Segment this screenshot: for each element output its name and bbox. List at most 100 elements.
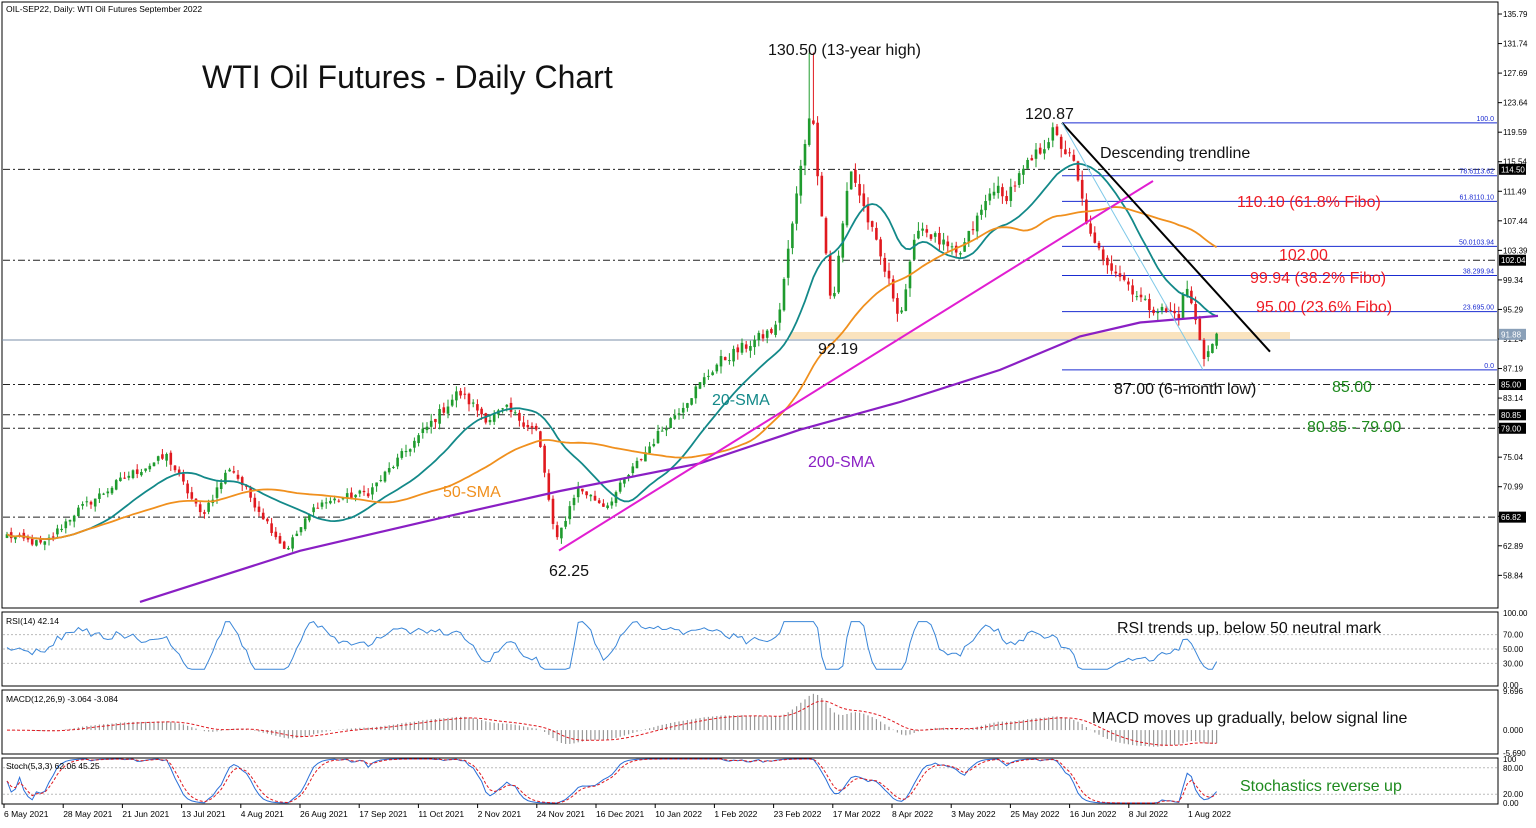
candle-body <box>488 420 492 423</box>
candle-body <box>1131 285 1134 295</box>
candle-body <box>303 518 307 530</box>
candle-body <box>984 201 987 211</box>
candle-body <box>950 246 954 248</box>
candle-body <box>299 527 303 533</box>
x-tick-label: 11 Oct 2021 <box>418 809 464 819</box>
candle-body <box>665 428 668 431</box>
candle-body <box>959 253 962 255</box>
candle-body <box>828 255 832 296</box>
macd-title: MACD(12,26,9) -3.064 -3.084 <box>6 694 118 704</box>
sma-50-line <box>6 206 1218 541</box>
candle-body <box>135 469 139 474</box>
candle-body <box>484 413 488 423</box>
candle-body <box>572 497 576 506</box>
candle-body <box>967 230 971 242</box>
fib-level-label: 38.299.94 <box>1463 269 1494 276</box>
candle-body <box>539 431 542 447</box>
x-tick-label: 16 Jun 2022 <box>1070 809 1117 819</box>
y-tick-label: 62.89 <box>1503 542 1524 551</box>
candle-body <box>795 193 798 224</box>
candle-body <box>429 420 433 427</box>
candle-body <box>1114 271 1118 274</box>
candle-body <box>1055 126 1059 136</box>
candle-body <box>543 445 546 473</box>
resistance-zone <box>790 332 1290 339</box>
candle-body <box>459 390 462 396</box>
candle-body <box>879 239 882 257</box>
macd-y-label: -5.690 <box>1503 749 1526 758</box>
stoch-y-label: 80.00 <box>1503 764 1524 773</box>
candle-body <box>98 493 101 499</box>
stoch-y-label: 100 <box>1503 755 1517 764</box>
candle-body <box>757 332 761 341</box>
candle-body <box>366 493 370 497</box>
candle-body <box>257 506 261 512</box>
candle-body <box>875 227 878 240</box>
candle-body <box>925 229 929 233</box>
candle-body <box>64 521 68 529</box>
candle-body <box>396 457 399 467</box>
candle-body <box>316 507 320 509</box>
candle-body <box>77 507 80 517</box>
candle-body <box>530 426 534 428</box>
candle-body <box>173 465 177 471</box>
candlesticks <box>5 52 1218 552</box>
candle-body <box>1043 149 1046 154</box>
candle-body <box>1194 303 1197 321</box>
candle-body <box>1013 185 1017 187</box>
fib-level-label: 50.0103.94 <box>1459 239 1494 246</box>
horizontal-levels <box>3 168 1497 518</box>
price-tag <box>1499 328 1526 340</box>
annotation-13-year-high: 130.50 (13-year high) <box>768 42 921 59</box>
candle-body <box>946 241 950 247</box>
candle-body <box>929 234 933 239</box>
candle-body <box>719 356 723 367</box>
annotation-62-25: 62.25 <box>549 563 589 580</box>
rsi-title: RSI(14) 42.14 <box>6 616 59 626</box>
candle-body <box>509 402 513 412</box>
label-20-sma: 20-SMA <box>712 392 770 409</box>
candle-body <box>392 466 395 468</box>
y-tick-label: 111.49 <box>1503 187 1527 196</box>
candle-body <box>119 477 122 482</box>
candle-body <box>639 459 643 461</box>
candle-body <box>1005 196 1008 202</box>
candle-body <box>786 248 790 278</box>
candle-body <box>971 229 975 231</box>
candle-body <box>51 536 55 538</box>
candle-body <box>1059 136 1063 149</box>
candle-body <box>564 520 567 527</box>
candle-body <box>589 494 593 497</box>
candle-body <box>723 357 727 361</box>
fib-anchor-line <box>1061 122 1204 371</box>
candle-body <box>287 547 290 550</box>
candle-body <box>324 502 328 504</box>
candle-body <box>270 523 273 533</box>
candle-body <box>26 537 30 540</box>
stoch-y-label: 0.00 <box>1503 799 1519 808</box>
candle-body <box>43 541 47 545</box>
candle-body <box>963 242 966 252</box>
candle-body <box>291 537 294 549</box>
callout-80-85-79: 80.85 - 79.00 <box>1307 419 1401 436</box>
candle-body <box>1089 223 1092 234</box>
candle-body <box>858 183 861 196</box>
candle-body <box>106 491 110 494</box>
candle-body <box>421 428 425 434</box>
candle-body <box>1030 158 1034 161</box>
candle-body <box>148 465 152 470</box>
stoch-title: Stoch(5,3,3) 62.06 45.25 <box>6 761 100 771</box>
annotation-120-87: 120.87 <box>1025 106 1074 123</box>
y-tick-label: 107.44 <box>1503 217 1528 226</box>
stoch-main-line <box>6 758 1217 804</box>
candle-body <box>56 528 59 535</box>
candle-body <box>476 404 479 411</box>
candle-body <box>988 193 992 201</box>
candle-body <box>698 382 702 389</box>
candle-body <box>891 279 895 299</box>
candle-body <box>791 223 794 249</box>
candle-body <box>413 440 416 448</box>
candle-body <box>820 175 824 217</box>
candle-body <box>1185 288 1189 296</box>
